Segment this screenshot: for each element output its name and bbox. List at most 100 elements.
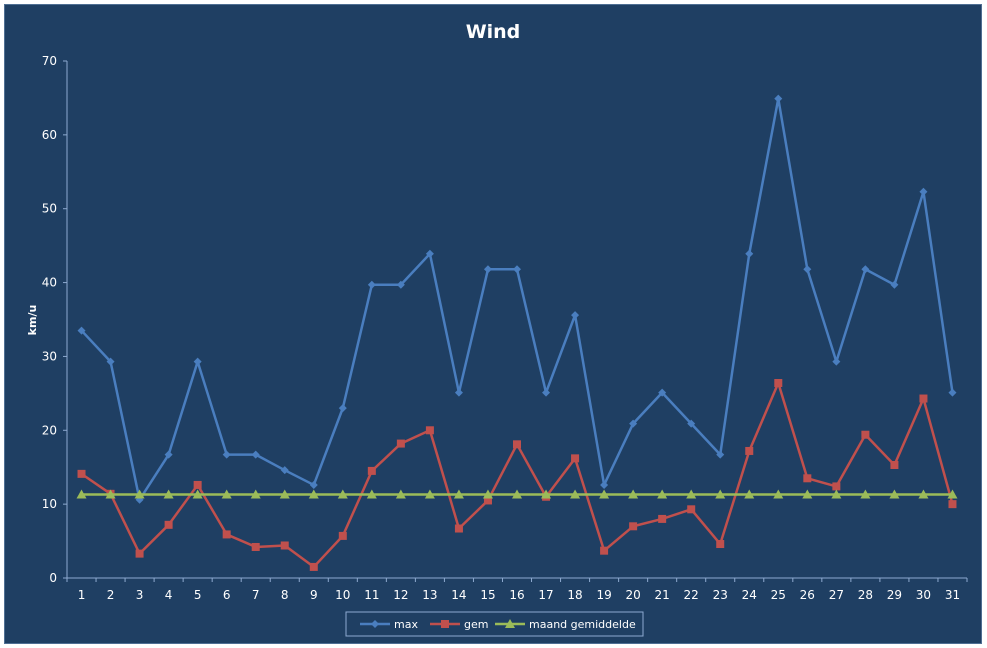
data-point [221,489,232,499]
data-point [803,474,812,483]
data-point [77,326,86,335]
data-point [193,480,202,489]
x-tick-label: 31 [945,588,960,602]
x-tick-label: 10 [335,588,350,602]
data-point [861,430,870,439]
data-point [338,404,347,413]
legend-label: max [394,618,418,631]
data-point [367,466,376,475]
data-point [425,249,434,258]
data-point [890,280,899,289]
data-point [918,489,929,499]
data-point [890,460,899,469]
data-point [715,489,726,499]
series-gem [77,379,957,571]
y-tick-label: 30 [42,349,57,363]
data-point [628,489,639,499]
data-point [657,489,668,499]
data-point [424,489,435,499]
x-tick-label: 25 [771,588,786,602]
data-point [164,450,173,459]
data-point [831,489,842,499]
x-tick-label: 29 [887,588,902,602]
data-point [309,562,318,571]
data-point [600,546,609,555]
y-tick-label: 70 [42,54,57,68]
x-tick-label: 17 [538,588,553,602]
x-tick-label: 5 [194,588,202,602]
data-point [541,489,552,499]
data-point [948,500,957,509]
data-point [425,426,434,435]
x-tick-label: 23 [713,588,728,602]
data-point [105,489,116,499]
x-tick-label: 4 [165,588,173,602]
legend-item: gem [430,618,488,631]
series-maand-gemiddelde [76,489,958,499]
data-point [542,388,551,397]
data-point [280,466,289,475]
x-tick-label: 13 [422,588,437,602]
y-axis-title: km/u [26,305,39,336]
data-point [599,489,610,499]
x-tick-label: 9 [310,588,318,602]
data-point [745,249,754,258]
data-point [774,94,783,103]
data-point [513,265,521,274]
data-point [396,439,405,448]
y-tick-label: 0 [49,571,57,585]
y-tick-label: 60 [42,128,57,142]
data-point [947,489,958,499]
data-point [192,489,203,499]
data-point [803,265,812,274]
x-tick-label: 21 [655,588,670,602]
y-tick-label: 40 [42,276,57,290]
data-point [337,489,348,499]
data-point [164,520,173,529]
x-tick-label: 22 [684,588,699,602]
data-point [308,489,319,499]
data-point [280,541,289,550]
data-point [222,450,231,459]
x-tick-label: 14 [451,588,466,602]
data-point [658,388,667,397]
data-point [716,540,725,549]
data-point [658,514,667,523]
data-point [367,280,376,289]
legend-item: max [360,618,418,631]
x-tick-label: 12 [393,588,408,602]
data-point [251,542,260,551]
legend-label: gem [464,618,488,631]
data-point [134,489,145,499]
data-point [629,419,638,428]
data-point [512,489,522,499]
data-point [571,311,580,320]
x-tick-label: 20 [625,588,640,602]
x-tick-label: 30 [916,588,931,602]
data-point [919,394,928,403]
data-point [948,388,957,397]
legend-marker [371,620,379,628]
data-point [250,489,261,499]
data-point [396,280,405,289]
data-point [889,489,900,499]
data-point [802,489,813,499]
x-tick-label: 24 [742,588,757,602]
data-point [686,489,697,499]
x-tick-label: 16 [509,588,524,602]
chart-title: Wind [466,21,521,43]
data-point [395,489,406,499]
data-point [716,450,725,459]
data-point [454,388,463,397]
data-point [600,480,609,489]
legend-label: maand gemiddelde [529,618,636,631]
data-point [773,489,784,499]
data-point [106,357,115,366]
data-point [482,489,493,499]
legend-marker [441,620,449,628]
x-tick-label: 28 [858,588,873,602]
data-point [860,489,871,499]
data-point [163,489,174,499]
data-point [687,419,696,428]
